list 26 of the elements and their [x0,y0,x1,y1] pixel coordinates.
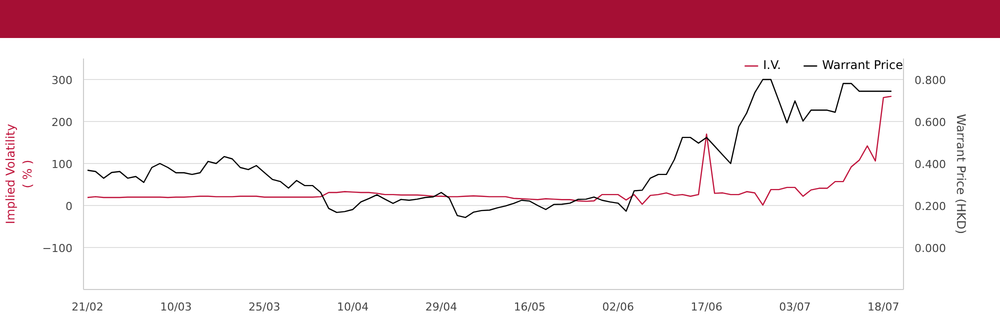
x-tick-label: 16/05 [514,300,546,314]
y-tick-label: 0 [66,200,72,213]
legend-label: Warrant Price [822,58,903,72]
x-tick-label: 10/04 [336,300,369,314]
y2-axis-title: Warrant Price (HKD) [954,114,968,234]
x-tick-label: 17/06 [690,300,722,314]
y2-tick-label: 0.200 [914,200,946,213]
x-tick-label: 10/03 [160,300,192,314]
y2-tick-label: 0.400 [914,158,946,171]
y-tick-label: 300 [52,74,73,87]
x-tick-label: 29/04 [425,300,458,314]
y-tick-label: 200 [52,116,73,129]
y-axis-title: Implied Volatility ( % ) [3,124,34,224]
y-tick-label: −100 [42,242,73,255]
x-tick-label: 18/07 [868,300,900,314]
y2-tick-label: 0.600 [914,116,946,129]
y2-tick-label: 0.800 [914,74,946,87]
x-tick-label: 25/03 [248,300,280,314]
line-series [86,78,892,218]
y-tick-label: 100 [52,158,73,171]
x-tick-label: 02/06 [602,300,634,314]
line-series [86,96,892,206]
legend-label: I.V. [763,58,782,72]
x-tick-label: 03/07 [779,300,811,314]
x-tick-label: 21/02 [72,300,104,314]
y2-tick-label: 0.000 [914,242,946,255]
